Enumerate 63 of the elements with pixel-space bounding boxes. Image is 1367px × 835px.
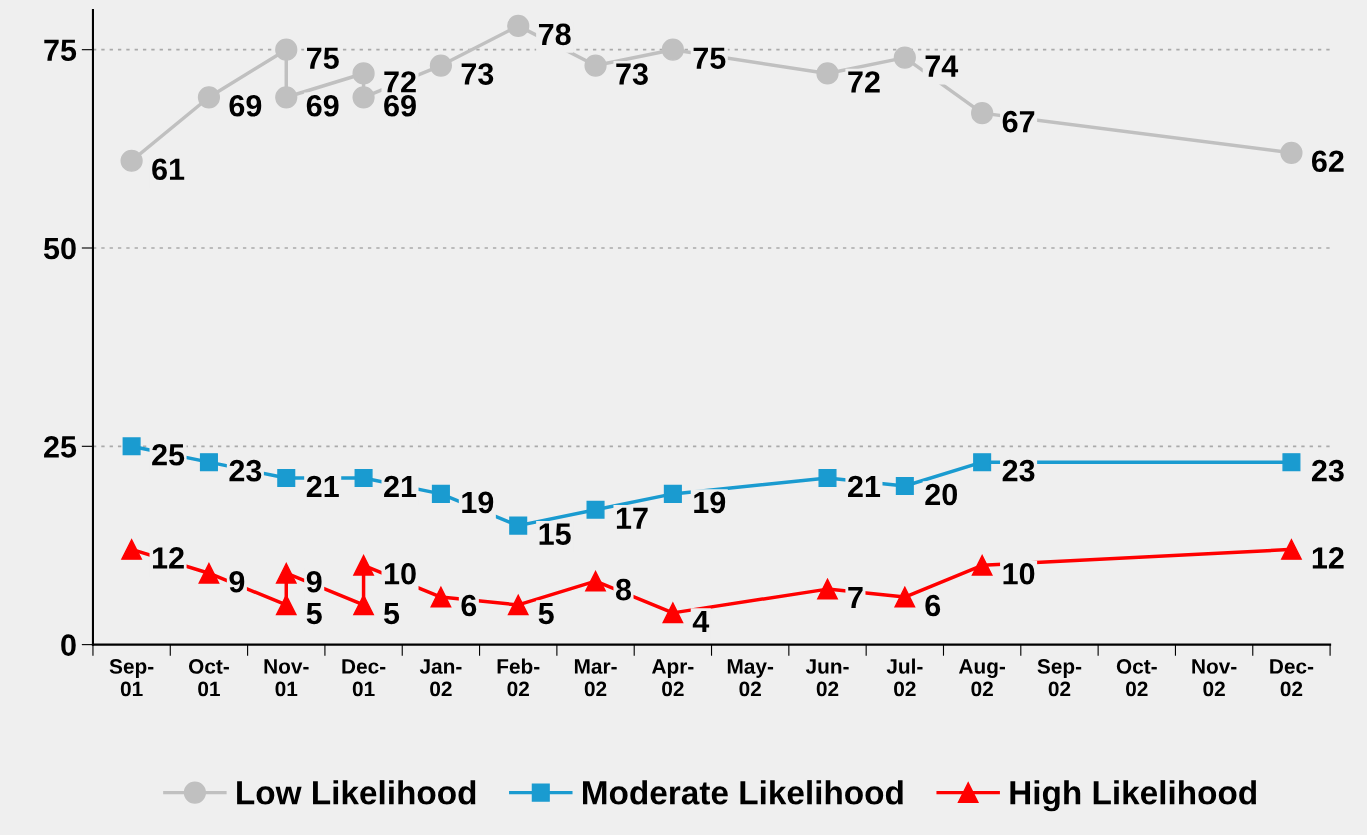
data-label: 21 bbox=[848, 475, 881, 498]
data-label: 19 bbox=[694, 491, 726, 514]
data-label: 23 bbox=[1311, 459, 1344, 482]
x-tick-label: Mar-02 bbox=[574, 659, 617, 697]
x-tick-label: Aug-02 bbox=[958, 659, 1006, 697]
x-tick-label: Dec-01 bbox=[342, 659, 386, 697]
data-label: 75 bbox=[307, 47, 339, 69]
data-label: 75 bbox=[693, 47, 726, 69]
data-label: 12 bbox=[152, 547, 184, 569]
y-tick-label: 0 bbox=[61, 634, 76, 656]
data-label: 6 bbox=[925, 594, 941, 617]
data-label: 19 bbox=[462, 491, 494, 514]
data-label: 10 bbox=[1003, 562, 1035, 585]
data-label: 17 bbox=[616, 507, 648, 529]
y-tick-label: 25 bbox=[44, 436, 77, 458]
data-label: 6 bbox=[461, 594, 477, 617]
data-label: 9 bbox=[306, 570, 322, 593]
x-tick-label: Nov-02 bbox=[1192, 659, 1237, 697]
x-tick-label: Dec-02 bbox=[1270, 659, 1314, 697]
data-label: 8 bbox=[615, 578, 632, 601]
data-label: 69 bbox=[229, 94, 262, 117]
y-tick-label: 75 bbox=[44, 39, 77, 62]
data-label: 74 bbox=[925, 55, 959, 77]
legend-label: High Likelihood bbox=[1010, 780, 1256, 812]
data-label: 62 bbox=[1311, 150, 1344, 173]
y-tick-label: 50 bbox=[43, 237, 76, 260]
x-tick-label: Oct-01 bbox=[188, 659, 229, 697]
x-tick-label: Sep-01 bbox=[109, 659, 154, 697]
data-label: 7 bbox=[848, 587, 863, 609]
data-label: 15 bbox=[539, 523, 571, 545]
x-tick-label: May-02 bbox=[727, 659, 774, 697]
data-label: 78 bbox=[538, 23, 571, 46]
data-label: 67 bbox=[1002, 110, 1035, 133]
x-tick-label: Nov-01 bbox=[264, 659, 309, 697]
data-label: 23 bbox=[229, 459, 262, 482]
data-label: 5 bbox=[383, 602, 400, 625]
data-label: 72 bbox=[384, 71, 416, 93]
legend-label: Moderate Likelihood bbox=[583, 780, 903, 805]
data-label: 5 bbox=[306, 602, 322, 625]
x-tick-label: Feb-02 bbox=[497, 658, 540, 697]
data-label: 72 bbox=[848, 71, 880, 93]
data-label: 73 bbox=[616, 63, 648, 85]
x-tick-label: Jun-02 bbox=[805, 659, 849, 697]
data-label: 21 bbox=[306, 475, 339, 498]
data-label: 21 bbox=[384, 475, 417, 498]
x-tick-label: Apr-02 bbox=[651, 659, 694, 697]
data-label: 9 bbox=[229, 570, 245, 593]
x-tick-label: Sep-02 bbox=[1037, 659, 1082, 697]
data-label: 25 bbox=[152, 443, 185, 466]
data-label: 61 bbox=[152, 158, 185, 181]
x-tick-label: Jan-02 bbox=[419, 659, 462, 697]
data-label: 73 bbox=[461, 63, 494, 85]
data-label: 69 bbox=[306, 94, 339, 117]
data-label: 10 bbox=[384, 562, 416, 585]
data-label: 4 bbox=[692, 610, 710, 632]
data-label: 5 bbox=[538, 602, 554, 625]
data-label: 20 bbox=[925, 483, 957, 506]
x-tick-label: Oct-02 bbox=[1116, 659, 1157, 697]
data-label: 23 bbox=[1002, 459, 1035, 482]
x-tick-label: Jul-02 bbox=[886, 658, 923, 697]
legend-label: Low Likelihood bbox=[237, 780, 476, 805]
data-label: 12 bbox=[1312, 547, 1344, 569]
data-label: 69 bbox=[384, 94, 416, 117]
